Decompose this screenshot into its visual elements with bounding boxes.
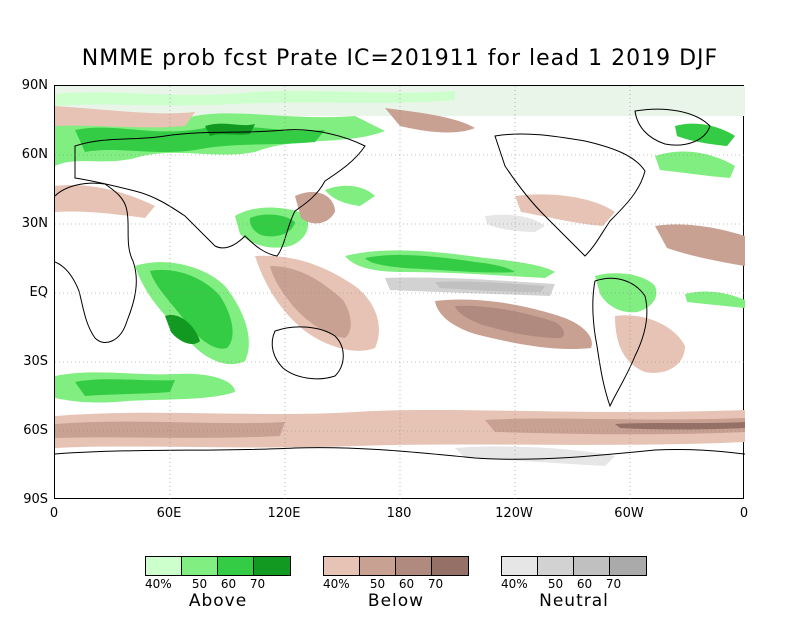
antarctica-outline (55, 447, 745, 460)
legend-above-tick-40: 40% (145, 577, 172, 591)
legend-below-swatch-60 (396, 557, 432, 575)
continent-outlines (55, 108, 745, 460)
npacific-neutral (485, 214, 545, 232)
arctic-below-area (55, 106, 195, 128)
southern-ocean-below-core-east (485, 418, 745, 435)
tropical-pacific-above-core (365, 255, 515, 273)
legend-neutral-tick-50: 50 (547, 577, 564, 591)
npacific-above-area (325, 185, 375, 206)
lon-label-120e: 120E (267, 506, 301, 521)
legend-above-tick-50: 50 (191, 577, 208, 591)
lat-label-90n: 90N (21, 78, 48, 93)
indian-ocean-above-peak (165, 315, 200, 345)
legend-below-swatch-50 (360, 557, 396, 575)
legend-above-swatch-50 (182, 557, 218, 575)
legend-below-tick-40: 40% (323, 577, 350, 591)
legend-below-swatch-70 (432, 557, 468, 575)
lon-label-120w: 120W (495, 506, 533, 521)
lat-label-30s: 30S (23, 354, 48, 369)
legend-below: 40% 50 60 70 Below (323, 556, 469, 611)
legend-above-swatch-70 (254, 557, 290, 575)
legend-above-ticks: 40% 50 60 70 (145, 577, 291, 591)
legend-above-swatches (145, 556, 291, 576)
north-atlantic-above (655, 151, 735, 178)
australia-outline (271, 326, 344, 380)
east-pacific-below (515, 194, 615, 226)
south-indian-above-core (75, 379, 175, 396)
legend-neutral-swatches (501, 556, 647, 576)
lat-label-eq: EQ (29, 285, 48, 300)
legend-neutral-swatch-50 (538, 557, 574, 575)
greenland-outline (634, 108, 711, 146)
legend-above-tick-70: 70 (249, 577, 266, 591)
legend-neutral-swatch-60 (574, 557, 610, 575)
maritime-continent-below-core (270, 266, 351, 338)
eq-pacific-neutral-core (435, 281, 545, 292)
south-atlantic-below (615, 315, 685, 373)
legend-above-swatch-60 (218, 557, 254, 575)
africa-outline (55, 182, 137, 343)
legend-below-label: Below (367, 591, 425, 611)
eurasia-above-core (75, 126, 325, 152)
legend-below-tick-50: 50 (369, 577, 386, 591)
legend-neutral-label: Neutral (539, 591, 609, 611)
south-america-outline (592, 277, 648, 408)
legend-below-ticks: 40% 50 60 70 (323, 577, 469, 591)
legend-neutral-swatch-70 (610, 557, 646, 575)
lat-label-60n: 60N (21, 147, 48, 162)
southern-ocean-below-peak (615, 422, 745, 430)
legend-neutral-swatch-40 (502, 557, 538, 575)
southern-ocean-below-core-west (55, 421, 285, 438)
legend-neutral-tick-70: 70 (605, 577, 622, 591)
legend-above-label: Above (188, 591, 248, 611)
legend-below-swatches (323, 556, 469, 576)
lon-label-180: 180 (386, 506, 412, 521)
sahara-below-area (55, 185, 155, 218)
legend-neutral-tick-40: 40% (501, 577, 528, 591)
legend-above-swatch-40 (146, 557, 182, 575)
legend-below-tick-60: 60 (398, 577, 415, 591)
lon-label-60e: 60E (156, 506, 182, 521)
north-atlantic-below (655, 224, 745, 266)
north-america-outline (494, 133, 646, 257)
lon-label-60w: 60W (614, 506, 644, 521)
legend-above: 40% 50 60 70 Above (145, 556, 291, 611)
south-pacific-below-core (455, 305, 565, 338)
legend-above-tick-60: 60 (220, 577, 237, 591)
siberia-above-core (205, 123, 255, 136)
antarctic-neutral (455, 446, 615, 466)
grid-lines (55, 86, 745, 500)
south-america-above (595, 273, 657, 313)
eurasia-outline (74, 129, 366, 257)
forecast-map (54, 85, 745, 500)
legend-below-tick-70: 70 (427, 577, 444, 591)
lat-label-60s: 60S (23, 423, 48, 438)
lat-label-90s: 90S (23, 492, 48, 507)
arctic-above-area (55, 90, 455, 106)
legend-neutral-ticks: 40% 50 60 70 (501, 577, 647, 591)
legend-neutral-tick-60: 60 (576, 577, 593, 591)
japan-below-area (295, 191, 335, 224)
indian-ocean-above-core (150, 269, 233, 349)
map-canvas (55, 86, 745, 500)
lat-label-30n: 30N (21, 216, 48, 231)
lon-label-0-west: 0 (49, 506, 59, 521)
china-above-core (249, 214, 295, 237)
legend-below-swatch-40 (324, 557, 360, 575)
map-title: NMME prob fcst Prate IC=201911 for lead … (81, 46, 719, 71)
legend-neutral: 40% 50 60 70 Neutral (501, 556, 647, 611)
tropical-atlantic-above (685, 291, 745, 308)
lon-label-0-east: 0 (739, 506, 749, 521)
bering-below-area (385, 108, 475, 133)
